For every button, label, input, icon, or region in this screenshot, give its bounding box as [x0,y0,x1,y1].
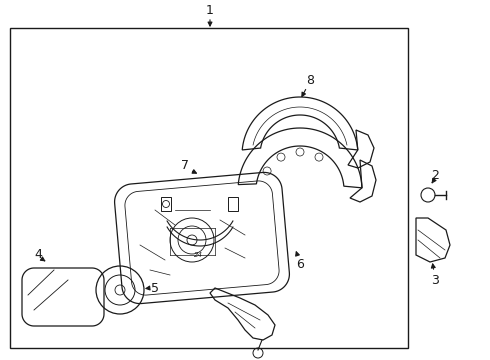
Text: 6: 6 [296,258,304,271]
Text: 3: 3 [431,274,439,287]
Text: 2: 2 [431,168,439,181]
Text: 24: 24 [194,252,202,258]
Text: 1: 1 [206,4,214,17]
Bar [10,28,408,348]
Bar [228,197,238,211]
Text: 7: 7 [181,158,189,171]
Text: 4: 4 [34,248,42,261]
Text: 8: 8 [306,73,314,86]
Text: 5: 5 [151,282,159,294]
Bar [161,197,171,211]
